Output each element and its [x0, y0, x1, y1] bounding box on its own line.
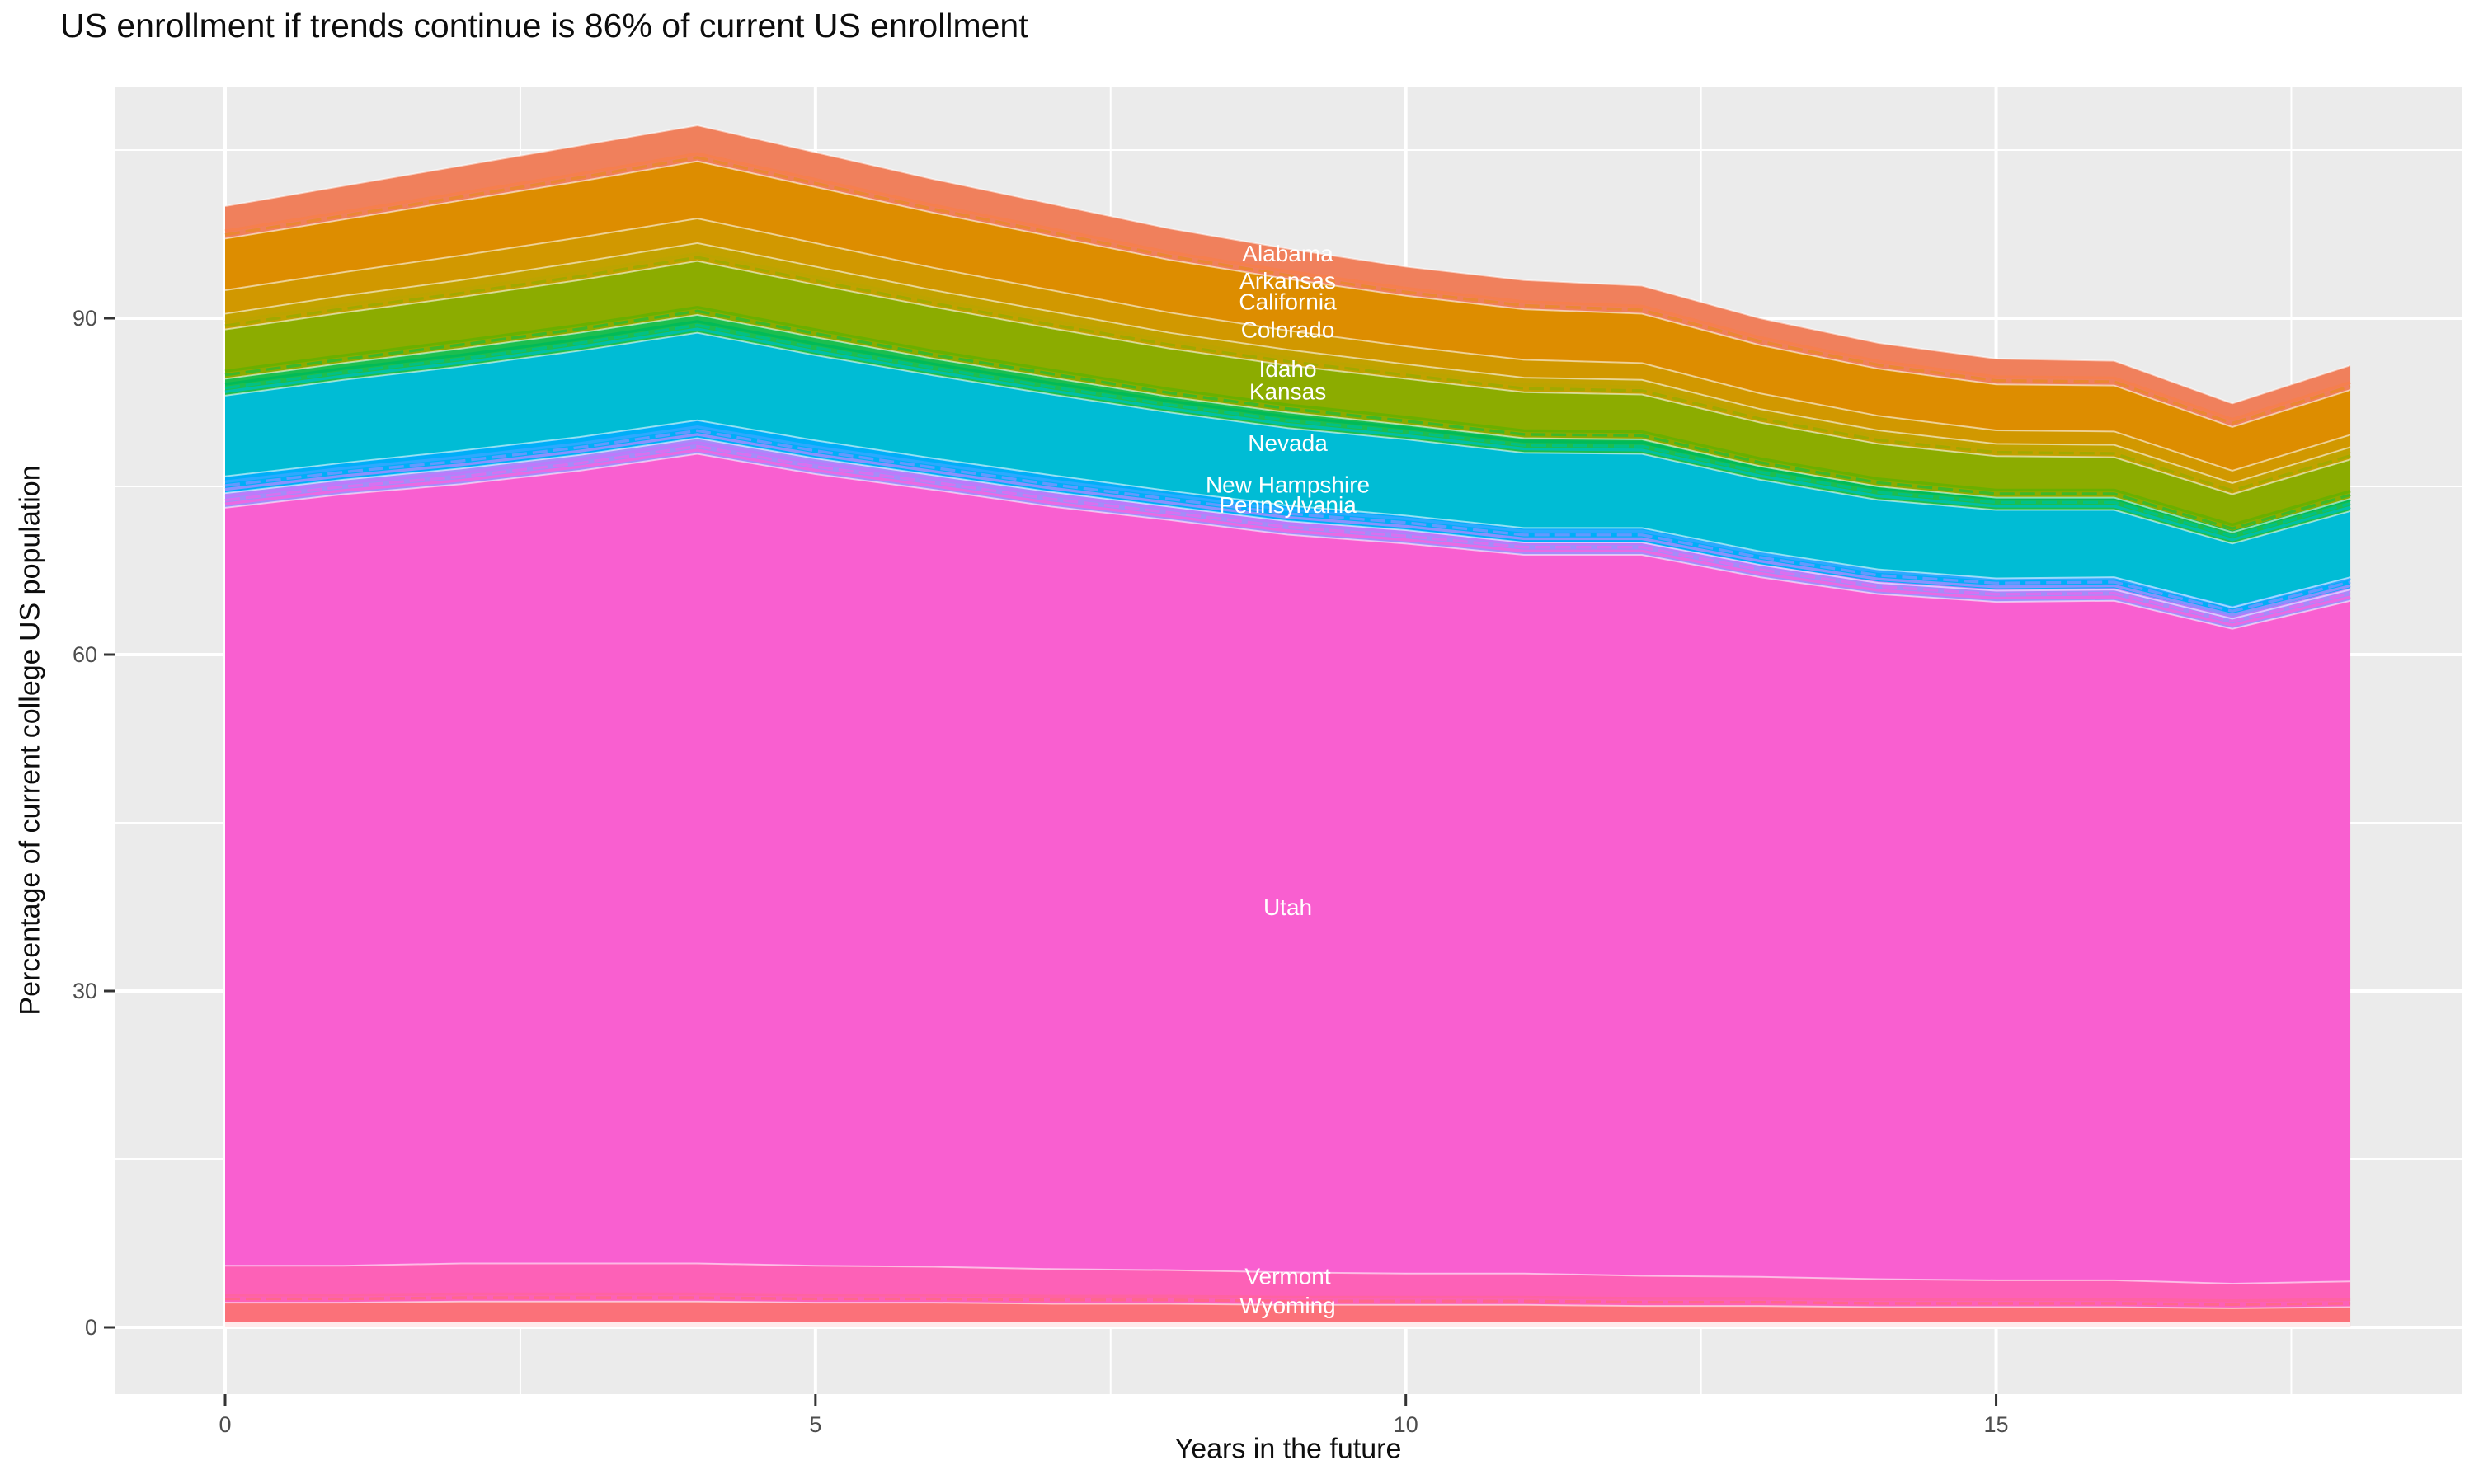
band-outline	[224, 419, 2351, 608]
transition-stripe	[224, 448, 2351, 627]
area-vermont	[225, 1263, 2351, 1308]
y-axis-title: Percentage of current college US populat…	[14, 465, 46, 1016]
transition-stripe	[224, 327, 2351, 542]
band-outline	[224, 331, 2351, 545]
band-outline	[225, 1300, 2351, 1309]
area-idaho	[225, 261, 2351, 533]
band-outline	[224, 313, 2351, 533]
state-label-colorado: Colorado	[1241, 317, 1335, 343]
band-outline	[224, 260, 2351, 495]
transition-stripe	[224, 429, 2351, 613]
band-outline	[224, 242, 2351, 484]
transition-stripe	[224, 433, 2351, 617]
y-tick-label: 30	[73, 979, 97, 1003]
x-tick-label: 15	[1984, 1412, 2009, 1437]
transition-stripe	[224, 425, 2351, 609]
area-nevada	[225, 332, 2351, 608]
band-outline	[224, 437, 2351, 620]
state-label-idaho: Idaho	[1258, 356, 1316, 382]
transition-stripe	[224, 251, 2351, 489]
state-label-california: California	[1239, 289, 1337, 315]
state-label-alabama: Alabama	[1242, 241, 1333, 266]
state-label-pennsylvania: Pennsylvania	[1219, 492, 1357, 518]
transition-stripe	[224, 305, 2351, 527]
area-utah	[225, 453, 2351, 1284]
transition-stripe	[224, 323, 2351, 538]
transition-stripe	[224, 156, 2351, 425]
state-label-nevada: Nevada	[1248, 430, 1328, 456]
band-outline	[224, 217, 2351, 472]
transition-stripe	[224, 320, 2351, 534]
x-tick-label: 0	[219, 1412, 231, 1437]
transition-stripe	[224, 256, 2351, 492]
band-outline	[224, 124, 2351, 405]
state-label-vermont: Vermont	[1244, 1263, 1330, 1289]
state-label-wyoming: Wyoming	[1239, 1293, 1335, 1318]
area-california	[225, 218, 2351, 483]
area-colorado	[225, 242, 2351, 495]
band-outline	[225, 1262, 2351, 1284]
area-wyoming	[225, 1301, 2351, 1327]
x-tick-label: 5	[809, 1412, 821, 1437]
y-tick-label: 0	[85, 1315, 97, 1340]
band-outline	[224, 160, 2351, 428]
state-label-utah: Utah	[1263, 895, 1312, 920]
transition-stripe	[224, 444, 2351, 623]
transition-stripe	[224, 309, 2351, 530]
state-label-new-hampshire: New Hampshire	[1206, 472, 1370, 497]
y-tick-label: 60	[73, 642, 97, 667]
area-arkansas	[225, 161, 2351, 471]
x-tick-label: 10	[1394, 1412, 1418, 1437]
chart-title: US enrollment if trends continue is 86% …	[60, 7, 1028, 45]
y-tick-label: 90	[73, 306, 97, 331]
x-axis-title: Years in the future	[1174, 1433, 1402, 1465]
state-label-arkansas: Arkansas	[1239, 268, 1336, 294]
transition-stripe	[224, 152, 2351, 421]
transition-stripe	[225, 1296, 2351, 1306]
band-outline	[224, 453, 2351, 630]
transition-stripe	[225, 1292, 2351, 1303]
state-label-kansas: Kansas	[1249, 378, 1326, 404]
